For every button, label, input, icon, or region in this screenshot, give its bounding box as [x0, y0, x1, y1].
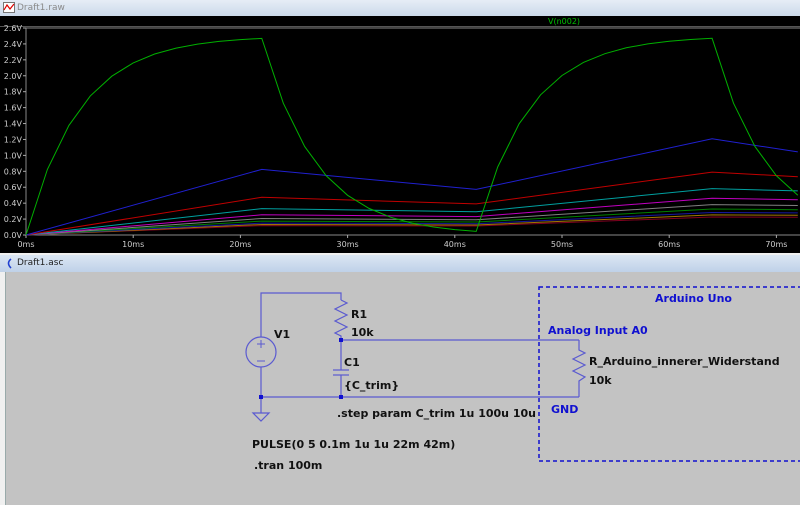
schematic-canvas[interactable]: V1 R1 10k C1 {C_trim} .step param C_trim…	[5, 272, 800, 505]
axes: 0.0V 0.2V 0.4V 0.6V 0.8V 1.0V 1.2V 1.4V 1.6V 1.8V…	[4, 24, 800, 249]
x-tick-label: 70ms	[765, 240, 787, 249]
schematic-drawing[interactable]: V1 R1 10k C1 {C_trim} .step param C_trim…	[6, 272, 800, 505]
x-tick-label: 20ms	[229, 240, 251, 249]
gnd-label[interactable]: GND	[551, 403, 578, 416]
c1-value[interactable]: {C_trim}	[344, 379, 399, 392]
trace-step-8[interactable]	[25, 214, 798, 236]
trace-step-7[interactable]	[25, 211, 798, 236]
y-tick-label: 0.8V	[4, 167, 23, 176]
x-tick-label: 40ms	[444, 240, 466, 249]
trace-v-n002[interactable]	[25, 37, 799, 236]
waveform-icon	[3, 2, 15, 13]
trace-step-5[interactable]	[25, 204, 798, 236]
waveform-plot[interactable]: V(n002) 0.0V 0.2V 0.4V 0.6V 0.8V 1.0V 1.2V 1.4V…	[0, 16, 800, 253]
schematic-icon	[7, 258, 12, 269]
analog-input-label[interactable]: Analog Input A0	[548, 324, 648, 337]
y-tick-label: 1.4V	[4, 120, 23, 129]
resistor-r1[interactable]	[333, 299, 349, 340]
x-tick-label: 50ms	[551, 240, 573, 249]
schematic-window-titlebar[interactable]: Draft1.asc	[0, 255, 800, 272]
y-tick-label: 2.0V	[4, 72, 23, 81]
y-tick-label: 1.8V	[4, 88, 23, 97]
r1-value[interactable]: 10k	[351, 326, 374, 339]
waveform-window-titlebar[interactable]: Draft1.raw	[0, 0, 800, 16]
y-tick-label: 1.2V	[4, 135, 23, 144]
y-tick-label: 0.6V	[4, 183, 23, 192]
v1-name[interactable]: V1	[274, 328, 290, 341]
schematic-window-title: Draft1.asc	[17, 258, 64, 268]
y-tick-label: 2.6V	[4, 24, 23, 33]
r1-name[interactable]: R1	[351, 308, 367, 321]
x-tick-label: 30ms	[337, 240, 359, 249]
y-tick-label: 1.6V	[4, 104, 23, 113]
v1-value[interactable]: PULSE(0 5 0.1m 1u 1u 22m 42m)	[252, 438, 455, 451]
junction-dot	[259, 395, 263, 399]
junction-dot	[339, 395, 343, 399]
x-tick-label: 0ms	[17, 240, 34, 249]
tran-directive[interactable]: .tran 100m	[254, 459, 322, 472]
y-tick-label: 0.4V	[4, 199, 23, 208]
x-tick-label: 10ms	[122, 240, 144, 249]
y-tick-label: 2.2V	[4, 56, 23, 65]
trace-step-2[interactable]	[25, 171, 798, 236]
r-arduino-value[interactable]: 10k	[589, 374, 612, 387]
trace-step-4[interactable]	[25, 197, 798, 236]
trace-step-6[interactable]	[25, 208, 798, 236]
r-arduino-name[interactable]: R_Arduino_innerer_Widerstand	[589, 355, 780, 368]
arduino-box[interactable]	[538, 286, 800, 462]
trace-step-3[interactable]	[25, 188, 798, 236]
y-tick-label: 1.0V	[4, 151, 23, 160]
y-tick-label: 2.4V	[4, 40, 23, 49]
ground-icon	[251, 412, 271, 422]
plot-canvas[interactable]: V(n002) 0.0V 0.2V 0.4V 0.6V 0.8V 1.0V 1.2V 1.4V…	[0, 16, 800, 253]
waveform-window-title: Draft1.raw	[17, 3, 65, 13]
wire-top[interactable]	[260, 292, 342, 337]
c1-name[interactable]: C1	[344, 356, 360, 369]
x-tick-label: 60ms	[658, 240, 680, 249]
traces	[25, 37, 799, 236]
resistor-r-arduino[interactable]	[571, 340, 587, 397]
y-tick-label: 0.2V	[4, 215, 23, 224]
legend-entry-v-n002[interactable]: V(n002)	[548, 17, 580, 26]
junction-dot	[339, 338, 343, 342]
y-tick-label: 0.0V	[4, 231, 23, 240]
trace-step-9[interactable]	[25, 216, 798, 236]
step-directive[interactable]: .step param C_trim 1u 100u 10u	[337, 407, 536, 420]
arduino-box-title[interactable]: Arduino Uno	[655, 292, 732, 305]
trace-step-1[interactable]	[25, 138, 798, 236]
